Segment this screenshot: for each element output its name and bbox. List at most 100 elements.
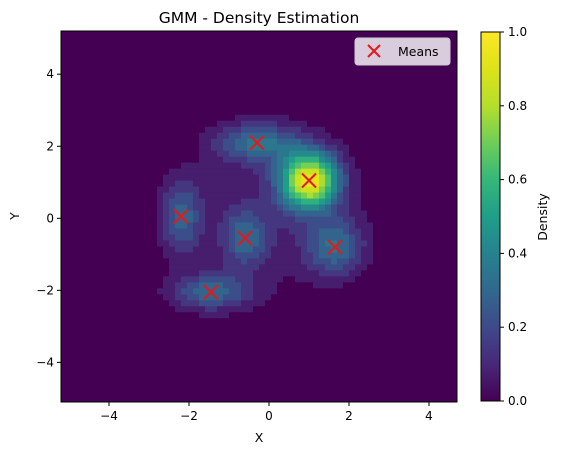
density-cell (403, 144, 410, 152)
density-cell (259, 162, 266, 170)
density-cell (145, 276, 152, 283)
density-cell (265, 294, 272, 301)
density-cell (415, 168, 422, 176)
density-cell (181, 31, 188, 38)
density-cell (379, 168, 386, 176)
density-cell (73, 276, 80, 283)
density-cell (181, 228, 188, 236)
density-cell (385, 342, 392, 349)
density-cell (235, 42, 242, 50)
density-cell (361, 174, 368, 182)
density-cell (421, 306, 428, 313)
x-tick-label: −2 (180, 409, 198, 423)
density-cell (265, 318, 272, 325)
density-cell (121, 348, 128, 355)
density-cell (283, 108, 290, 116)
density-cell (193, 306, 200, 313)
density-cell (103, 258, 110, 265)
density-cell (145, 210, 152, 218)
density-cell (109, 276, 116, 283)
density-cell (103, 150, 110, 158)
density-cell (427, 180, 434, 188)
density-cell (307, 228, 314, 236)
density-cell (397, 324, 404, 331)
density-cell (355, 192, 362, 200)
density-cell (151, 228, 158, 236)
density-cell (169, 330, 176, 337)
density-cell (85, 288, 92, 295)
density-cell (301, 72, 308, 80)
density-cell (229, 36, 236, 44)
density-cell (343, 246, 350, 253)
density-cell (211, 90, 218, 98)
density-cell (235, 246, 242, 253)
density-cell (187, 216, 194, 224)
density-cell (319, 174, 326, 182)
density-cell (277, 240, 284, 248)
density-cell (421, 378, 428, 385)
density-cell (157, 312, 164, 319)
density-cell (79, 204, 86, 212)
density-cell (91, 90, 98, 98)
density-cell (433, 84, 440, 92)
density-cell (427, 66, 434, 74)
density-cell (343, 31, 350, 38)
density-cell (277, 258, 284, 265)
density-cell (283, 150, 290, 158)
density-cell (427, 132, 434, 140)
density-cell (403, 102, 410, 110)
density-cell (409, 66, 416, 74)
density-cell (385, 168, 392, 176)
density-cell (253, 72, 260, 80)
density-cell (277, 48, 284, 56)
density-cell (301, 300, 308, 307)
density-cell (229, 378, 236, 385)
density-cell (205, 318, 212, 325)
density-cell (385, 228, 392, 236)
density-cell (265, 168, 272, 176)
density-cell (271, 318, 278, 325)
density-cell (379, 318, 386, 325)
density-cell (427, 384, 434, 391)
density-cell (325, 120, 332, 128)
density-cell (175, 222, 182, 230)
density-cell (247, 396, 254, 402)
density-cell (259, 192, 266, 200)
density-cell (217, 240, 224, 248)
density-cell (283, 366, 290, 373)
density-cell (271, 216, 278, 224)
density-cell (265, 210, 272, 218)
density-cell (205, 180, 212, 188)
density-cell (355, 372, 362, 379)
density-cell (241, 42, 248, 50)
density-cell (403, 180, 410, 188)
density-cell (241, 276, 248, 283)
density-cell (277, 252, 284, 259)
density-cell (289, 168, 296, 176)
density-cell (67, 156, 74, 164)
density-cell (259, 360, 266, 367)
density-cell (307, 42, 314, 50)
density-cell (397, 180, 404, 188)
density-cell (445, 126, 452, 134)
density-cell (223, 354, 230, 361)
density-cell (109, 72, 116, 80)
density-cell (403, 294, 410, 301)
density-cell (337, 390, 344, 397)
density-cell (337, 102, 344, 110)
density-cell (79, 78, 86, 86)
density-cell (199, 276, 206, 283)
density-cell (253, 84, 260, 92)
density-cell (175, 390, 182, 397)
density-cell (73, 348, 80, 355)
density-cell (433, 300, 440, 307)
density-cell (241, 132, 248, 140)
density-cell (451, 318, 457, 325)
density-cell (295, 66, 302, 74)
density-cell (433, 294, 440, 301)
density-cell (397, 204, 404, 212)
density-cell (427, 138, 434, 146)
density-cell (211, 72, 218, 80)
density-cell (169, 102, 176, 110)
density-cell (283, 378, 290, 385)
